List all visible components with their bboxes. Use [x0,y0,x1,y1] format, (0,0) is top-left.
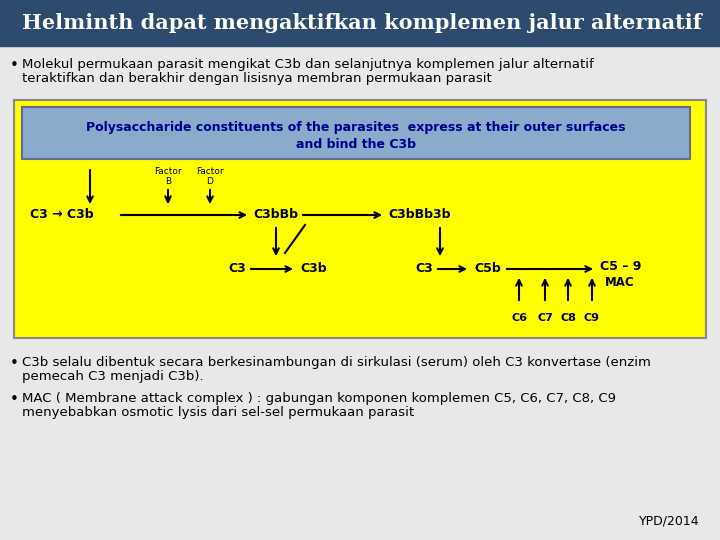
Text: MAC: MAC [605,275,634,288]
Text: C6: C6 [511,313,527,323]
Text: MAC ( Membrane attack complex ) : gabungan komponen komplemen C5, C6, C7, C8, C9: MAC ( Membrane attack complex ) : gabung… [22,392,616,405]
Text: C8: C8 [560,313,576,323]
Text: C3bBb: C3bBb [253,208,298,221]
Text: Molekul permukaan parasit mengikat C3b dan selanjutnya komplemen jalur alternati: Molekul permukaan parasit mengikat C3b d… [22,58,594,71]
Text: C3b: C3b [300,262,327,275]
Text: C9: C9 [584,313,600,323]
Text: C3: C3 [415,262,433,275]
Text: C5b: C5b [474,262,500,275]
Text: C3: C3 [228,262,246,275]
Text: C5 – 9: C5 – 9 [600,260,642,273]
Text: teraktifkan dan berakhir dengan lisisnya membran permukaan parasit: teraktifkan dan berakhir dengan lisisnya… [22,72,492,85]
Text: Helminth dapat mengaktifkan komplemen jalur alternatif: Helminth dapat mengaktifkan komplemen ja… [22,13,702,33]
Text: •: • [10,58,19,73]
Bar [14,100,706,338]
Text: C7: C7 [537,313,553,323]
Text: C3 → C3b: C3 → C3b [30,208,94,221]
Text: •: • [10,392,19,407]
Bar [0,0,720,46]
Text: Factor
D: Factor D [196,167,224,186]
Text: •: • [10,356,19,371]
Text: Polysaccharide constituents of the parasites  express at their outer surfaces: Polysaccharide constituents of the paras… [86,121,626,134]
Text: menyebabkan osmotic lysis dari sel-sel permukaan parasit: menyebabkan osmotic lysis dari sel-sel p… [22,406,414,419]
Text: YPD/2014: YPD/2014 [639,515,700,528]
Text: C3b selalu dibentuk secara berkesinambungan di sirkulasi (serum) oleh C3 konvert: C3b selalu dibentuk secara berkesinambun… [22,356,651,369]
Text: C3bBb3b: C3bBb3b [388,208,451,221]
Bar [22,107,690,159]
Text: Factor
B: Factor B [154,167,182,186]
Text: pemecah C3 menjadi C3b).: pemecah C3 menjadi C3b). [22,370,204,383]
Text: and bind the C3b: and bind the C3b [296,138,416,151]
